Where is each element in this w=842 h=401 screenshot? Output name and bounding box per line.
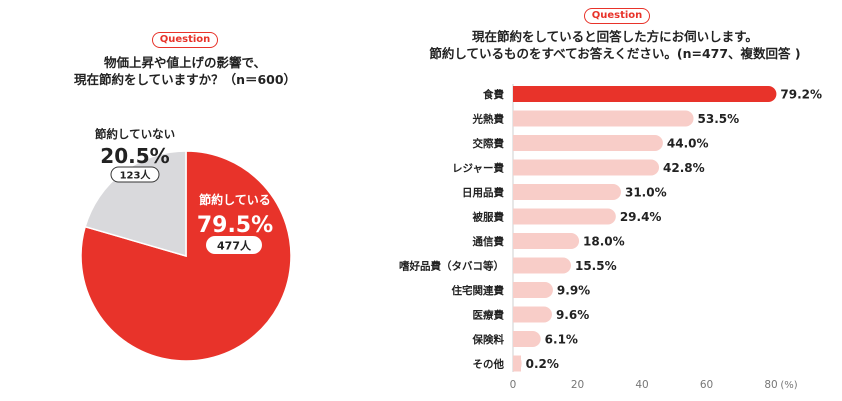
left-question-badge: Question [152, 32, 218, 48]
bar-6 [513, 233, 580, 249]
category-label-4: 日用品費 [462, 186, 504, 199]
bar-9 [513, 306, 552, 323]
x-unit-label: (%) [780, 380, 797, 391]
value-label-2: 44.0% [667, 137, 709, 151]
bar-4 [513, 184, 621, 200]
bar-base-8 [513, 282, 521, 298]
bar-base-9 [513, 306, 521, 323]
category-label-5: 被服費 [473, 211, 505, 224]
value-label-4: 31.0% [625, 186, 667, 200]
bar-5 [513, 208, 616, 225]
left-title-line1: 物価上昇や値上げの影響で、 [103, 55, 266, 70]
value-label-5: 29.4% [620, 210, 662, 224]
category-label-6: 通信費 [473, 235, 505, 248]
category-label-8: 住宅関連費 [452, 284, 505, 297]
category-label-7: 嗜好品費（タバコ等） [399, 260, 504, 273]
category-label-3: レジャー費 [452, 162, 504, 175]
right-title-line1: 現在節約をしていると回答した方にお伺いします。 [472, 29, 758, 44]
category-label-2: 交際費 [473, 137, 505, 150]
x-tick-0: 0 [510, 379, 517, 391]
bar-1 [513, 110, 694, 127]
bar-base-7 [513, 257, 521, 274]
value-label-8: 9.9% [557, 284, 590, 298]
x-tick-4: 80 [764, 379, 777, 391]
pie-percent-1: 20.5% [100, 144, 169, 168]
category-label-1: 光熱費 [472, 113, 505, 126]
value-label-0: 79.2% [780, 88, 822, 102]
bar-3 [513, 159, 660, 176]
bar-2 [513, 135, 663, 151]
bar-0 [513, 86, 777, 102]
x-tick-2: 40 [635, 379, 648, 391]
value-label-6: 18.0% [583, 235, 625, 249]
category-label-0: 食費 [482, 88, 504, 101]
category-label-11: その他 [473, 358, 505, 371]
bar-base-2 [513, 135, 521, 151]
value-label-9: 9.6% [556, 308, 589, 322]
value-label-11: 0.2% [526, 357, 559, 371]
pie-count-pill-1 [110, 166, 160, 183]
pie-count-pill-0 [206, 236, 262, 254]
right-title-line2: 節約しているものをすべてお答えください。(n=477、複数回答 ) [429, 46, 801, 61]
pie-count-0: 477人 [217, 239, 252, 253]
bar-8 [513, 282, 553, 298]
value-label-7: 15.5% [575, 259, 617, 273]
value-label-3: 42.8% [663, 161, 705, 175]
bar-base-0 [513, 86, 521, 102]
right-question-title: 現在節約をしていると回答した方にお伺いします。 節約しているものをすべてお答えく… [395, 28, 835, 62]
pie-count-1: 123人 [120, 169, 152, 182]
left-question-title: 物価上昇や値上げの影響で、 現在節約をしていますか？（n＝600） [40, 54, 330, 88]
bar-base-5 [513, 208, 521, 225]
right-question-badge: Question [584, 8, 650, 24]
pie-label-0: 節約している [199, 192, 271, 207]
bar-base-3 [513, 159, 521, 176]
pie-label-1: 節約していない [94, 127, 175, 141]
value-label-10: 6.1% [545, 333, 578, 347]
x-tick-1: 20 [571, 379, 584, 391]
category-label-9: 医療費 [473, 309, 505, 322]
category-label-10: 保険料 [472, 333, 505, 346]
bar-base-6 [513, 233, 521, 249]
bar-base-1 [513, 110, 521, 127]
bar-7 [513, 257, 571, 274]
x-tick-3: 60 [700, 379, 713, 391]
bar-base-10 [513, 331, 521, 347]
pie-percent-0: 79.5% [197, 213, 273, 238]
left-title-line2: 現在節約をしていますか？（n＝600） [73, 72, 297, 87]
value-label-1: 53.5% [698, 112, 740, 126]
bar-base-11 [513, 355, 521, 372]
bar-base-4 [513, 184, 521, 200]
